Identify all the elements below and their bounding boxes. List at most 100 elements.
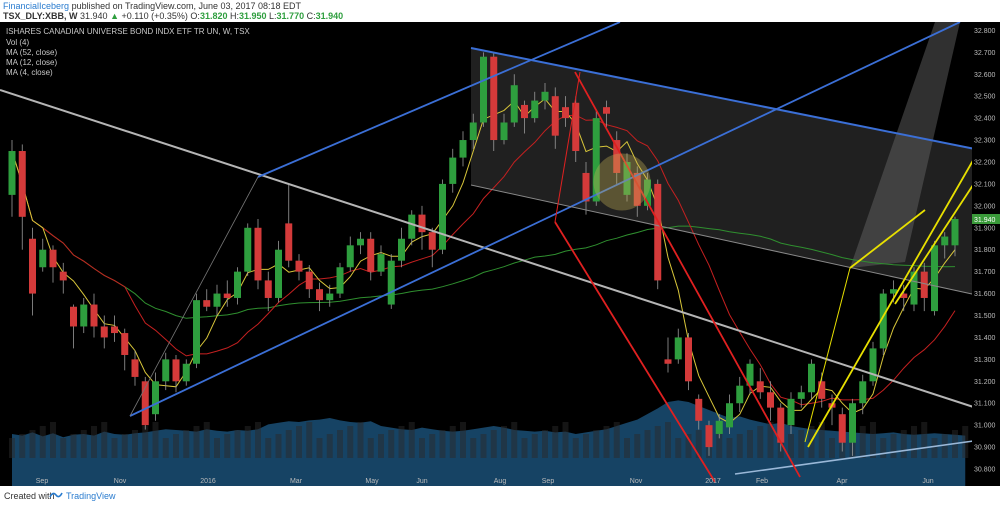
candle-body xyxy=(326,293,334,301)
candle-body xyxy=(29,238,36,294)
volume-bar xyxy=(439,430,446,458)
author-link[interactable]: FinancialIceberg xyxy=(3,1,70,11)
candle xyxy=(152,372,159,421)
price-tick-label: 31.900 xyxy=(974,225,996,232)
light-blue-support-line xyxy=(734,437,996,475)
last-price-tag xyxy=(972,214,1000,225)
candle-body xyxy=(746,363,754,386)
candle xyxy=(562,96,569,127)
chart-canvas[interactable]: 32.800 32.700 32.600 32.500 32.400 32.300 32.2… xyxy=(0,22,1000,486)
time-tick-label: May xyxy=(365,478,379,485)
candle xyxy=(39,238,47,272)
candle-body xyxy=(920,271,928,298)
candle xyxy=(213,284,221,316)
volume-bar xyxy=(296,426,302,458)
candle xyxy=(797,385,805,408)
time-tick-label: Jun xyxy=(416,478,427,485)
volume-bar xyxy=(337,430,343,458)
footer: Created with TradingView xyxy=(0,486,1000,506)
candle-body xyxy=(459,140,467,158)
volume-bar xyxy=(285,430,292,458)
candle xyxy=(336,262,344,298)
volume-bar xyxy=(788,434,794,458)
volume-bar xyxy=(726,438,733,458)
candle-body xyxy=(203,300,211,307)
candle-body xyxy=(664,359,672,364)
volume-bar xyxy=(501,426,507,458)
open-value: 31.820 xyxy=(199,11,228,21)
price-tick-label: 32.500 xyxy=(974,94,996,101)
volume-bar xyxy=(921,422,928,458)
candle-body xyxy=(910,271,918,305)
candle xyxy=(551,87,559,149)
candle xyxy=(182,359,190,386)
candle xyxy=(469,113,477,149)
candle-body xyxy=(213,293,221,307)
candle xyxy=(346,236,354,272)
candle-body xyxy=(275,249,282,298)
volume-bar xyxy=(798,430,805,458)
candle xyxy=(316,282,323,312)
volume-bar xyxy=(460,422,466,458)
volume-bar xyxy=(111,438,118,458)
volume-bar xyxy=(408,422,415,458)
candle-body xyxy=(695,398,703,421)
candle xyxy=(111,315,118,342)
volume-bar xyxy=(531,434,538,458)
price-tick-label: 30.800 xyxy=(974,467,996,474)
red-channel-connector xyxy=(554,71,581,223)
volume-bar xyxy=(818,422,825,458)
volume-bar xyxy=(859,426,866,458)
volume-bar xyxy=(50,422,56,458)
volume-bar xyxy=(880,438,887,458)
volume-bar xyxy=(429,434,436,458)
price-chart[interactable]: 32.800 32.700 32.600 32.500 32.400 32.300 32.2… xyxy=(0,22,1000,486)
candle-body xyxy=(244,227,252,272)
candle xyxy=(29,227,36,316)
candle-body xyxy=(705,425,713,448)
time-tick-label: Nov xyxy=(630,478,643,485)
tradingview-link[interactable]: TradingView xyxy=(66,491,116,501)
volume-bar xyxy=(890,434,897,458)
candle xyxy=(408,210,416,246)
high-label: H: xyxy=(229,11,239,21)
volume-bar xyxy=(275,434,282,458)
candle xyxy=(592,109,600,206)
price-tick-label: 31.100 xyxy=(974,401,996,408)
price-tick-label: 30.900 xyxy=(974,445,996,452)
high-value: 31.950 xyxy=(238,11,267,21)
candle-body xyxy=(797,392,805,399)
candle-body xyxy=(336,267,344,294)
price-tick-label: 31.200 xyxy=(974,379,996,386)
yellow-channel-lower-line xyxy=(894,181,976,305)
candle-body xyxy=(736,385,744,404)
gray-channel-fill xyxy=(471,48,995,299)
publish-line: FinancialIceberg published on TradingVie… xyxy=(3,1,301,11)
candle-body xyxy=(613,140,621,173)
candle xyxy=(80,297,88,334)
candle xyxy=(264,271,272,312)
candle-body xyxy=(715,420,723,434)
candle xyxy=(674,328,682,364)
volume-bar xyxy=(142,426,149,458)
volume-bar xyxy=(29,430,36,458)
candle xyxy=(767,381,774,421)
volume-bar xyxy=(91,426,97,458)
candle-body xyxy=(726,403,733,428)
candle xyxy=(808,359,815,399)
candle-body xyxy=(521,104,528,119)
price-axis-background xyxy=(972,22,1000,486)
candle-body xyxy=(428,232,436,250)
candle-body xyxy=(859,381,867,404)
price-tick-label: 31.800 xyxy=(974,247,996,254)
candle-body xyxy=(152,381,159,415)
candle xyxy=(131,350,139,386)
candle-body xyxy=(633,172,641,206)
time-tick-label: Mar xyxy=(290,478,303,485)
time-tick-label: Aug xyxy=(494,478,507,485)
open-label: O: xyxy=(190,11,200,21)
volume-bar xyxy=(132,430,138,458)
gray-connector-line xyxy=(129,176,259,417)
price-tick-label: 31.000 xyxy=(974,423,996,430)
blue-channel-lower-line xyxy=(129,22,961,417)
